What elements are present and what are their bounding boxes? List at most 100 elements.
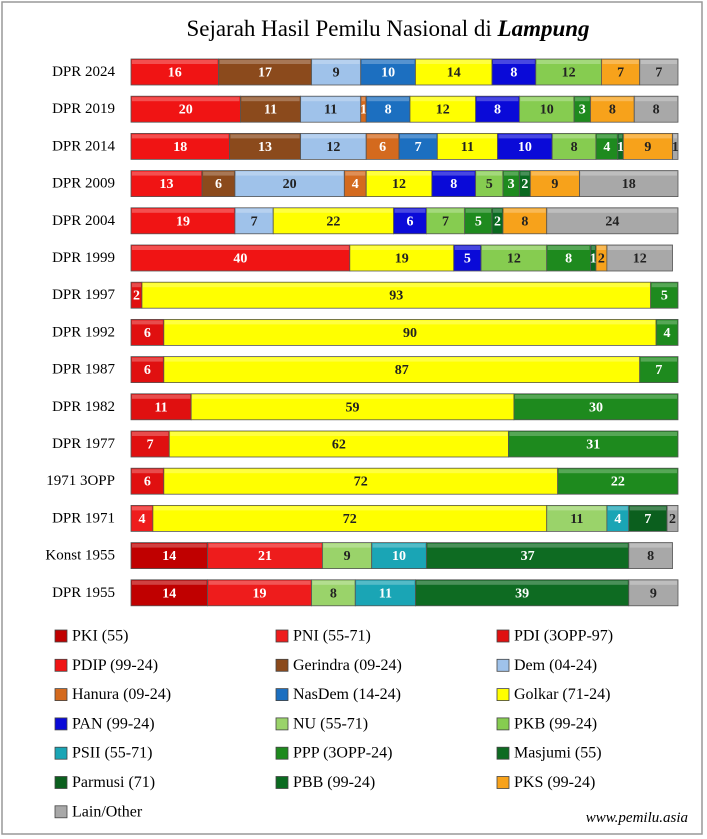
bar-shine xyxy=(361,60,415,64)
legend-swatch xyxy=(496,658,510,672)
data-label: 22 xyxy=(611,475,625,490)
y-tick-label: DPR 2024 xyxy=(52,64,115,80)
legend-label: Gerindra (09-24) xyxy=(293,657,402,674)
bar-segment xyxy=(141,281,652,309)
bar-shine xyxy=(367,134,399,139)
y-tick-label: DPR 1992 xyxy=(52,324,115,340)
bar-segment xyxy=(425,542,630,569)
data-label: 12 xyxy=(507,252,521,267)
data-label: 8 xyxy=(494,103,501,118)
bar-segment xyxy=(475,95,520,123)
bar-segment xyxy=(502,207,548,235)
legend-label: Golkar (71-24) xyxy=(514,686,610,703)
bar-segment xyxy=(207,579,312,607)
bar-shine xyxy=(454,246,481,250)
data-label: 19 xyxy=(395,252,409,267)
data-label: 3 xyxy=(579,103,586,118)
bar-segment xyxy=(415,58,493,86)
bar-segment xyxy=(557,467,679,495)
data-label: 14 xyxy=(162,549,176,564)
data-label: 11 xyxy=(324,103,337,118)
bar-shine xyxy=(230,134,300,139)
bar-shine xyxy=(591,97,634,102)
data-label: 12 xyxy=(562,66,576,81)
legend-swatch xyxy=(496,629,510,643)
bar-segment xyxy=(529,170,580,198)
data-label: 2 xyxy=(521,177,528,192)
bar-shine xyxy=(618,134,623,139)
data-label: 2 xyxy=(669,512,676,527)
bar-shine xyxy=(602,60,639,64)
bar-shine xyxy=(132,432,169,436)
bar-shine xyxy=(164,357,639,362)
legend-swatch xyxy=(496,776,510,789)
bar-segment xyxy=(579,170,679,198)
bar-segment xyxy=(130,132,230,160)
data-label: 17 xyxy=(258,66,272,81)
data-label: 5 xyxy=(475,214,482,229)
bar-segment xyxy=(453,244,482,272)
bar-segment xyxy=(409,95,477,123)
bar-shine xyxy=(410,97,475,102)
bar-segment xyxy=(130,467,165,495)
bar-shine xyxy=(361,97,366,102)
legend-swatch xyxy=(275,688,289,701)
bar-shine xyxy=(640,60,677,64)
y-tick-label: DPR 1999 xyxy=(52,250,115,266)
bar-shine xyxy=(438,134,497,139)
data-label: 9 xyxy=(344,549,351,564)
bar-shine xyxy=(132,208,234,213)
y-tick-label: DPR 2014 xyxy=(52,138,115,154)
bar-shine xyxy=(208,543,322,548)
bar-segment xyxy=(633,95,679,123)
data-label: 11 xyxy=(154,400,167,415)
bar-segment xyxy=(349,244,455,272)
y-tick-label: DPR 1971 xyxy=(52,510,115,526)
bar-shine xyxy=(170,432,508,436)
legend-label: Dem (04-24) xyxy=(514,657,597,674)
y-tick-label: DPR 2009 xyxy=(52,176,115,192)
bar-segment xyxy=(650,281,679,309)
bar-shine xyxy=(219,60,311,64)
bar-segment xyxy=(628,579,679,607)
data-label: 1 xyxy=(590,252,597,267)
data-label: 8 xyxy=(571,140,578,155)
bar-segment xyxy=(130,58,219,86)
bar-segment xyxy=(168,430,509,458)
data-label: 8 xyxy=(521,214,528,229)
data-label: 7 xyxy=(442,214,449,229)
source: www.pemilu.asia xyxy=(586,810,688,826)
bar-shine xyxy=(547,208,677,213)
data-label: 13 xyxy=(160,177,174,192)
y-tick-label: DPR 1997 xyxy=(52,287,115,303)
bar-shine xyxy=(558,469,677,474)
bar-segment xyxy=(431,170,477,198)
data-label: 8 xyxy=(510,66,517,81)
data-label: 4 xyxy=(138,512,145,527)
data-label: 7 xyxy=(147,438,154,453)
legend-swatch xyxy=(54,629,68,643)
bar-segment xyxy=(163,467,559,495)
data-label: 24 xyxy=(605,214,619,229)
bar-segment xyxy=(322,542,373,569)
bar-segment xyxy=(601,58,641,86)
data-label: 8 xyxy=(385,103,392,118)
bar-shine xyxy=(553,134,595,139)
data-label: 6 xyxy=(406,214,413,229)
data-label: 11 xyxy=(461,140,474,155)
bar-shine xyxy=(432,171,475,176)
bar-segment xyxy=(672,132,679,160)
legend-swatch xyxy=(54,776,68,789)
bar-segment xyxy=(535,58,602,86)
bar-shine xyxy=(673,134,677,139)
data-label: 11 xyxy=(570,512,583,527)
legend-label: Masjumi (55) xyxy=(514,745,602,762)
legend-label: Lain/Other xyxy=(72,803,143,820)
bar-shine xyxy=(427,208,464,213)
data-label: 12 xyxy=(436,103,450,118)
data-label: 3 xyxy=(508,177,515,192)
bar-shine xyxy=(476,171,502,176)
y-tick-label: DPR 1987 xyxy=(52,362,115,378)
bar-shine xyxy=(482,246,546,250)
